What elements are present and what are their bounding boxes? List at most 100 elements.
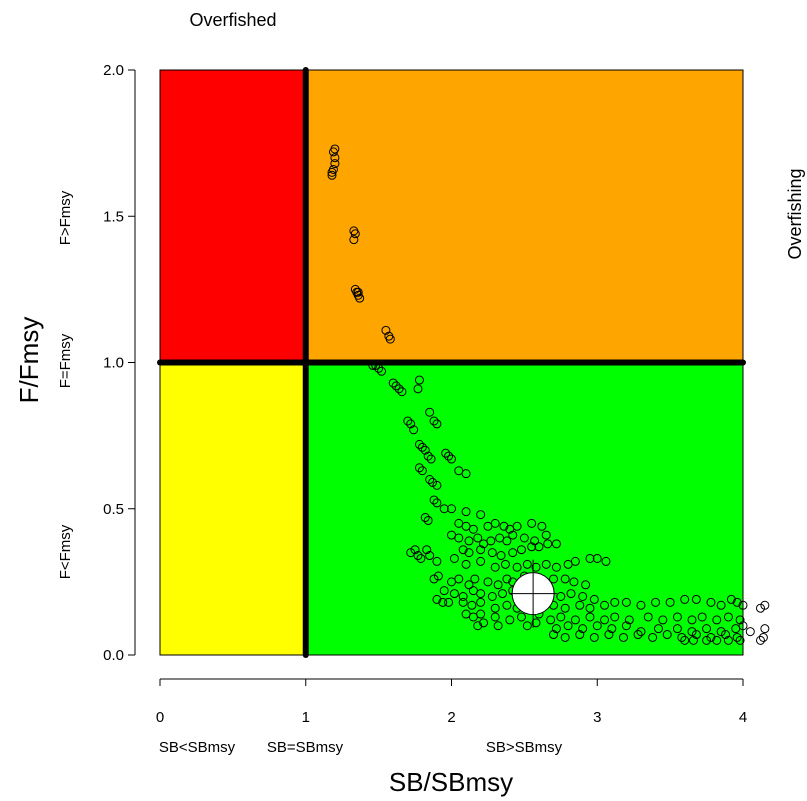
data-point [414, 463, 424, 473]
data-point [461, 469, 471, 479]
data-point [499, 521, 509, 531]
data-point [330, 159, 340, 169]
data-point [327, 167, 337, 177]
data-point [716, 600, 726, 610]
data-point [636, 600, 646, 610]
data-point [585, 553, 595, 563]
data-point [432, 594, 442, 604]
data-point [429, 416, 439, 426]
data-point [476, 597, 486, 607]
data-point [449, 553, 459, 563]
data-point [549, 574, 559, 584]
data-point [755, 635, 765, 645]
data-point [413, 384, 423, 394]
data-point [391, 381, 401, 391]
y-tick-label: 1.0 [103, 355, 124, 372]
data-point [425, 551, 435, 561]
data-point [566, 589, 576, 599]
data-point [410, 545, 420, 555]
data-point [537, 521, 547, 531]
data-point [600, 615, 610, 625]
data-point [585, 612, 595, 622]
data-point [546, 615, 556, 625]
x-tick-label: 3 [593, 709, 601, 726]
data-point [607, 624, 617, 634]
data-point [416, 553, 426, 563]
data-point [428, 477, 438, 487]
data-point [556, 592, 566, 601]
x-region-label-below: SB<SBmsy [159, 739, 236, 756]
data-point [760, 600, 770, 610]
data-point [381, 325, 391, 335]
data-point [496, 551, 506, 561]
y-axis: 0.0 0.5 1.0 1.5 2.0 [103, 62, 136, 664]
data-point [439, 586, 449, 596]
data-point [461, 559, 471, 569]
data-point [476, 609, 486, 619]
data-point [522, 621, 532, 631]
points-layer [327, 144, 770, 645]
data-point [441, 448, 451, 458]
data-point [653, 624, 663, 634]
data-point [522, 559, 532, 569]
data-point [731, 624, 741, 634]
data-point [498, 589, 508, 599]
data-point [444, 451, 454, 461]
data-point [468, 524, 478, 534]
data-point [473, 533, 483, 543]
data-point [560, 574, 570, 584]
data-point [417, 442, 427, 452]
data-point [589, 594, 599, 604]
data-point [433, 571, 443, 581]
data-point [758, 632, 768, 642]
data-point [643, 612, 653, 622]
data-point [735, 635, 745, 645]
data-point [702, 635, 712, 645]
data-point [425, 475, 435, 484]
data-point [464, 536, 474, 546]
data-point [330, 153, 340, 163]
data-point [355, 293, 365, 303]
data-point [723, 612, 733, 622]
data-point [706, 597, 716, 607]
data-point [350, 229, 360, 239]
x-region-label-equal: SB=SBmsy [267, 739, 344, 756]
x-tick-label: 2 [447, 709, 455, 726]
data-point [432, 480, 442, 490]
data-point [516, 545, 526, 555]
data-point [672, 612, 682, 622]
data-point [502, 536, 512, 546]
data-point [409, 425, 419, 435]
data-point [512, 521, 522, 531]
y-region-label-below: F<Fmsy [57, 524, 74, 579]
data-point [493, 621, 503, 631]
data-point [377, 366, 387, 376]
data-point [422, 545, 432, 555]
x-axis: 0 1 2 3 4 [156, 678, 747, 726]
data-point [502, 600, 512, 610]
data-point [403, 416, 413, 426]
data-point [476, 545, 486, 555]
data-point [658, 615, 668, 625]
data-point [417, 466, 427, 476]
data-point [712, 635, 722, 645]
data-point [500, 559, 510, 569]
data-point [680, 594, 690, 604]
data-point [732, 597, 742, 607]
data-point [651, 597, 661, 607]
data-point [476, 589, 486, 599]
data-point [581, 580, 591, 590]
zone-overfished-and-overfishing [160, 70, 306, 363]
ref-lines-layer [157, 67, 746, 658]
data-point [575, 600, 585, 610]
data-point [633, 630, 643, 640]
data-point [490, 603, 500, 613]
data-point [680, 635, 690, 645]
data-point [585, 603, 595, 613]
data-point [723, 635, 733, 645]
data-point [665, 597, 675, 607]
data-point [527, 542, 537, 552]
data-point [601, 556, 611, 566]
data-point [551, 539, 561, 549]
